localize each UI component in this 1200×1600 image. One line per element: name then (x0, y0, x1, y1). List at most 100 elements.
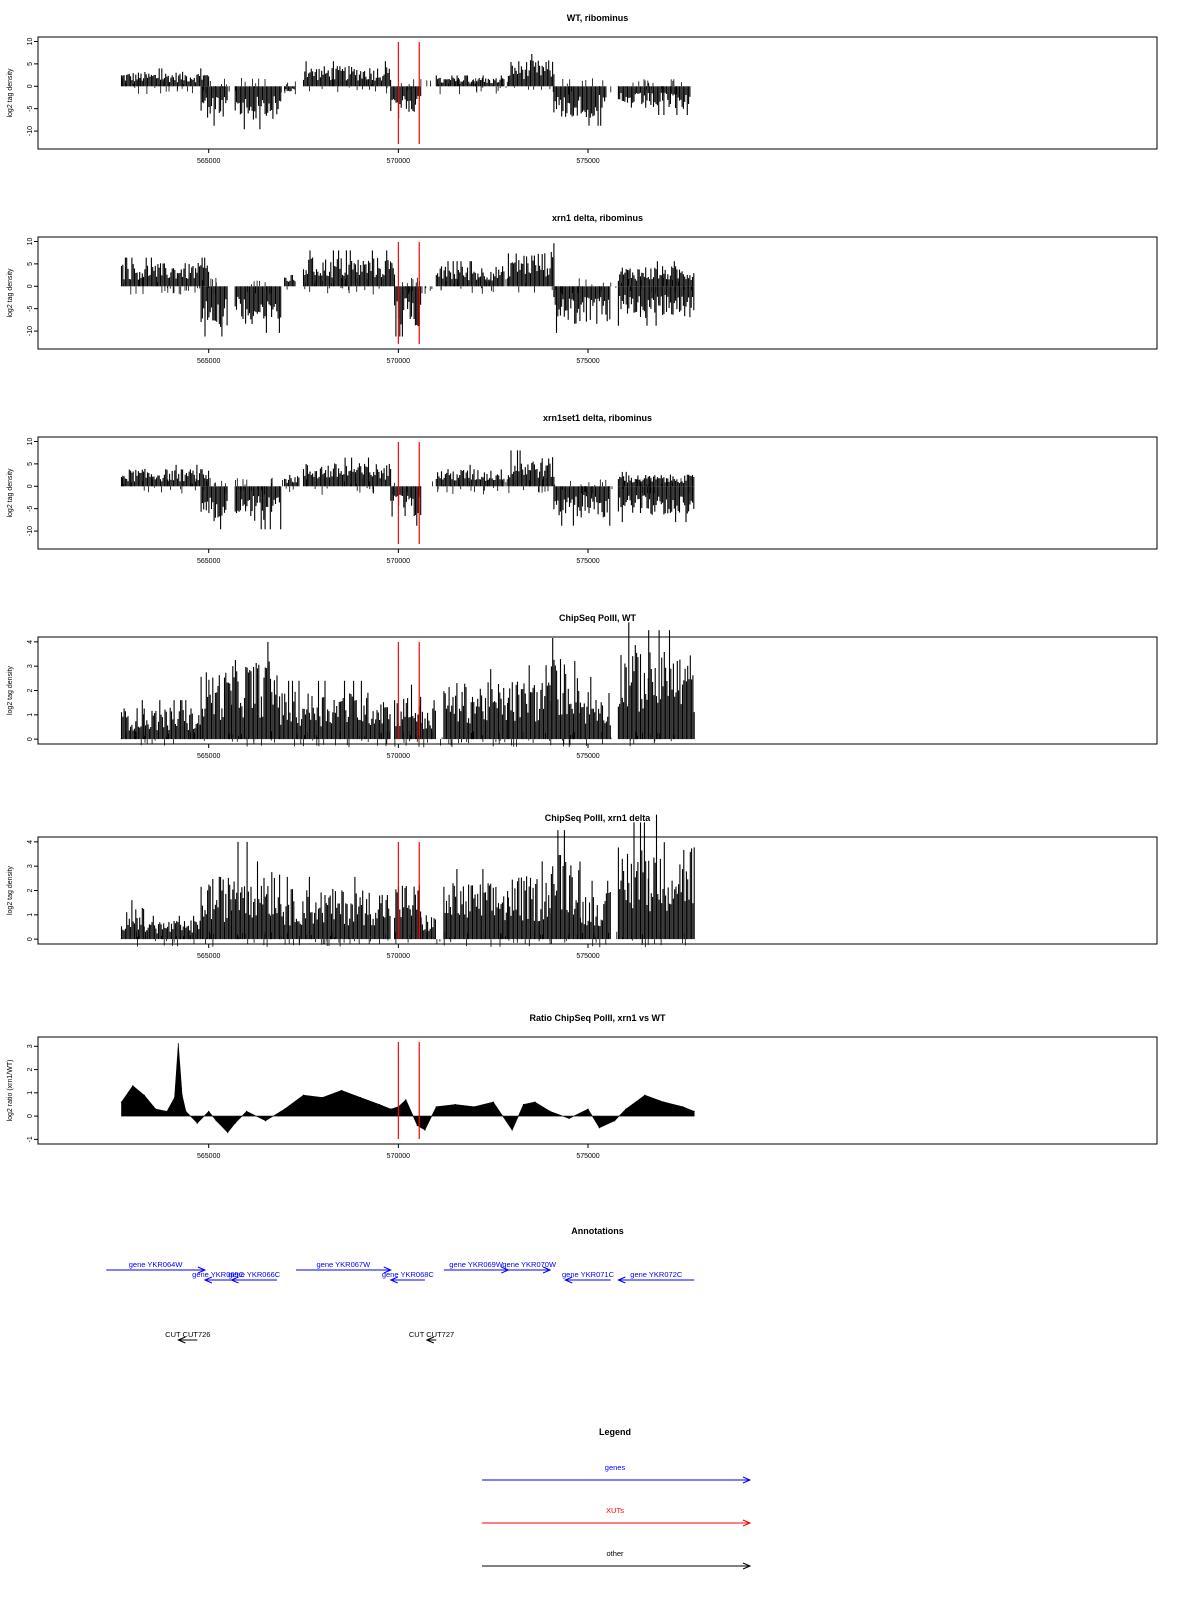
gene-arrow: gene YKR071C (562, 1270, 615, 1284)
signal-segment (200, 286, 228, 337)
x-tick-label: 565000 (197, 358, 220, 365)
legend-item-other: other (482, 1549, 752, 1570)
arrow-head (742, 1519, 752, 1527)
ratio-point (424, 1129, 426, 1131)
ratio-point (644, 1094, 646, 1096)
gene-arrow: gene YKR066C (228, 1270, 281, 1284)
cut-label: CUT CUT727 (409, 1330, 454, 1339)
arrow-head (501, 1266, 510, 1274)
signal-segment (617, 286, 695, 326)
gene-arrow: gene YKR064W (106, 1260, 207, 1274)
signal-segment (648, 630, 695, 740)
y-tick-label: -10 (27, 126, 34, 136)
x-tick-label: 575000 (576, 158, 599, 165)
ratio-point (181, 1094, 183, 1096)
cut-label: CUT CUT726 (165, 1330, 210, 1339)
signal-segment (443, 669, 509, 740)
ratio-point (132, 1085, 134, 1087)
track-panel-2: xrn1 delta, ribominus log2 tag density 10 5… (7, 213, 1158, 365)
signal-segment (230, 841, 281, 940)
data-marks (120, 54, 691, 130)
y-tick-label: 10 (27, 37, 34, 45)
x-tick-label: 565000 (197, 558, 220, 565)
plot-frame (37, 36, 1158, 150)
ratio-point (284, 1108, 286, 1110)
plot-frame (37, 1036, 1158, 1145)
signal-segment (143, 700, 201, 740)
y-tick-label: 0 (27, 737, 34, 741)
signal-segment (284, 275, 296, 287)
gene-label: gene YKR064W (129, 1260, 184, 1269)
annotations-title: Annotations (571, 1226, 624, 1236)
y-axis-label: log2 tag density (7, 665, 14, 715)
signal-segment (390, 486, 422, 526)
legend-label: XUTs (606, 1506, 624, 1515)
legend-item-genes: genes (482, 1463, 752, 1484)
ratio-area (121, 1043, 695, 1133)
legend-label: other (606, 1549, 624, 1558)
panel-title: WT, ribominus (567, 13, 629, 23)
signal-segment (200, 876, 232, 940)
y-tick-label: 0 (27, 484, 34, 488)
ratio-point (215, 1120, 217, 1122)
ratio-point (568, 1117, 570, 1119)
y-tick-label: 5 (27, 462, 34, 466)
x-tick-label: 575000 (576, 1153, 599, 1160)
ratio-point (120, 1101, 123, 1103)
panel-title: ChipSeq PolII, WT (559, 613, 636, 623)
ratio-point (302, 1094, 305, 1096)
ratio-point (693, 1110, 695, 1112)
signal-segment (420, 700, 436, 740)
signal-segment (120, 464, 210, 487)
signal-segment (435, 261, 505, 287)
signal-segment (617, 822, 649, 940)
signal-segment (420, 915, 436, 940)
y-tick-label: 0 (27, 84, 34, 88)
signal-segment (120, 700, 145, 740)
arrow-head (563, 1276, 573, 1284)
x-tick-label: 570000 (387, 953, 410, 960)
plot-frame (37, 236, 1158, 350)
arrow-head (742, 1476, 752, 1484)
gene-arrow: gene YKR068C (382, 1270, 434, 1284)
signal-segment (200, 486, 228, 530)
signal-segment (579, 880, 611, 940)
ratio-point (511, 1129, 513, 1131)
legend-item-xuts: XUTs (482, 1506, 752, 1527)
gene-label: gene YKR067W (317, 1260, 372, 1269)
y-tick-label: 5 (27, 262, 34, 266)
gene-arrow: gene YKR069W (443, 1260, 510, 1274)
legend-label: genes (605, 1463, 626, 1472)
arrow-head (617, 1276, 626, 1284)
y-tick-label: -1 (27, 1136, 34, 1142)
panel-title: xrn1 delta, ribominus (552, 213, 643, 223)
signal-segment (234, 286, 282, 333)
y-tick-label: 3 (27, 864, 34, 868)
gene-label: gene YKR065C (192, 1270, 245, 1279)
track-panel-4: ChipSeq PolII, WT log2 tag density 0 1 2 3 4 56… (7, 613, 1158, 760)
y-tick-label: 10 (27, 437, 34, 445)
ratio-point (416, 1124, 418, 1126)
signal-segment (230, 641, 281, 740)
y-axis-label: log2 tag density (7, 468, 14, 518)
minor-spikes (121, 477, 690, 495)
ratio-point (359, 1096, 361, 1099)
ratio-point (340, 1089, 343, 1092)
arrow-head (425, 1336, 435, 1344)
y-axis-label: log2 tag density (7, 865, 14, 915)
gene-label: gene YKR066C (228, 1270, 281, 1279)
ratio-point (174, 1096, 176, 1099)
x-tick-label: 565000 (197, 753, 220, 760)
signal-segment (143, 915, 201, 940)
ratio-point (534, 1101, 536, 1103)
signal-segment (617, 261, 695, 287)
signal-segment (553, 486, 611, 526)
data-marks (120, 814, 695, 948)
ratio-point (598, 1127, 601, 1129)
signal-segment (200, 672, 232, 740)
ratio-point (454, 1103, 456, 1106)
x-tick-label: 570000 (387, 158, 410, 165)
signal-segment (549, 638, 581, 740)
